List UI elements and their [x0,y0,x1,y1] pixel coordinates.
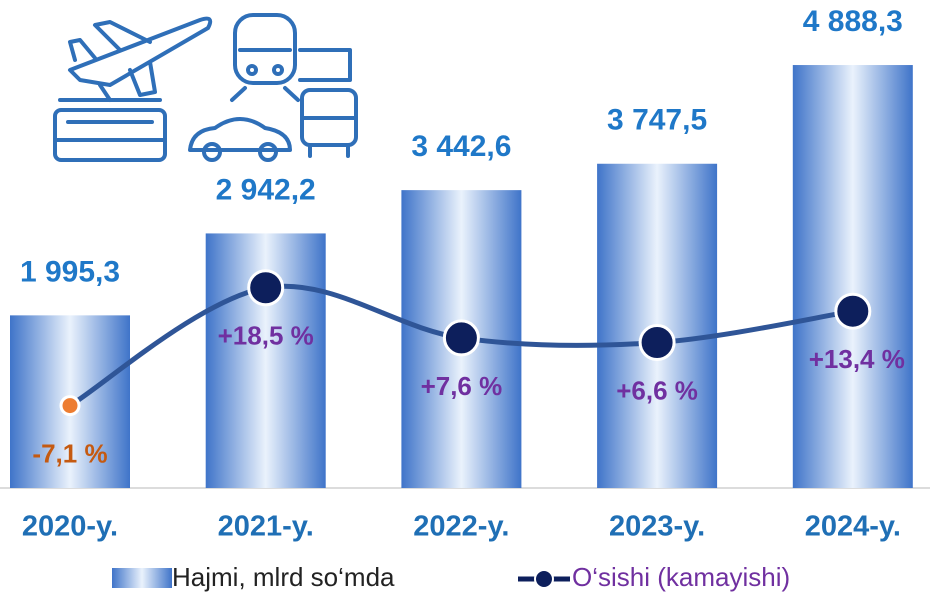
bar [792,65,913,488]
bar-value-label: 2 942,2 [216,173,316,206]
growth-value-label: +18,5 % [218,321,314,351]
bar-value-label: 3 442,6 [411,130,511,163]
x-tick-label: 2024-y. [805,511,901,543]
growth-marker [834,292,872,330]
growth-marker [247,269,285,307]
x-tick-label: 2021-y. [218,511,314,543]
legend-label: Hajmi, mlrd so‘mda [172,562,395,592]
bar-value-label: 4 888,3 [803,5,903,38]
legend-bar-swatch [112,568,172,588]
x-tick-label: 2020-y. [22,511,118,543]
legend-label: O‘sishi (kamayishi) [572,562,790,592]
growth-value-label: +7,6 % [421,371,503,401]
growth-marker [442,319,480,357]
bar-value-label: 3 747,5 [607,104,707,137]
legend-marker [534,569,554,589]
growth-value-label: -7,1 % [32,438,107,468]
legend: Hajmi, mlrd so‘mda O‘sishi (kamayishi) [112,562,790,592]
growth-marker [638,324,676,362]
growth-marker [59,395,81,417]
transport-icons [53,13,358,162]
x-tick-label: 2022-y. [413,511,509,543]
x-tick-label: 2023-y. [609,511,705,543]
growth-value-label: +13,4 % [809,344,905,374]
bar-value-label: 1 995,3 [20,255,120,288]
growth-value-label: +6,6 % [616,375,698,405]
